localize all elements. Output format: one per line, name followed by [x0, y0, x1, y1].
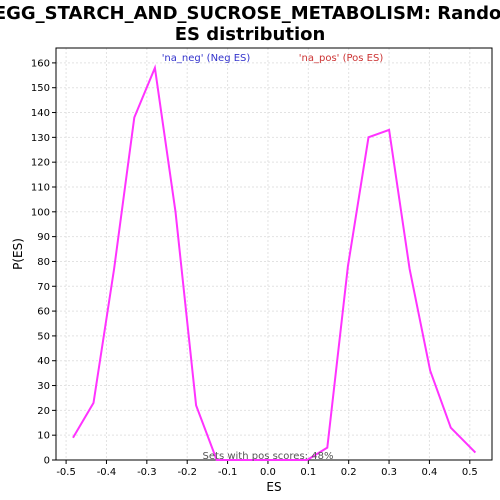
y-tick-label: 20: [37, 406, 50, 417]
y-tick-label: 120: [31, 158, 50, 169]
y-axis-label: P(ES): [11, 238, 25, 270]
y-tick-label: 10: [37, 431, 50, 442]
x-tick-label: -0.5: [56, 467, 76, 478]
y-tick-label: 30: [37, 381, 50, 392]
x-tick-label: -0.4: [97, 467, 117, 478]
legend-neg: 'na_neg' (Neg ES): [162, 53, 251, 64]
y-tick-label: 50: [37, 331, 50, 342]
y-tick-label: 100: [31, 207, 50, 218]
chart-title-line2: ES distribution: [175, 24, 326, 45]
y-tick-label: 0: [44, 456, 50, 467]
y-tick-label: 90: [37, 232, 50, 243]
chart-title-line1: KEGG_STARCH_AND_SUCROSE_METABOLISM: Rand…: [0, 3, 500, 24]
pos-scores-annotation: Sets with pos scores: 48%: [203, 451, 334, 462]
x-tick-label: 0.5: [462, 467, 478, 478]
y-tick-label: 70: [37, 282, 50, 293]
y-tick-label: 40: [37, 356, 50, 367]
y-tick-label: 160: [31, 58, 50, 69]
y-tick-label: 60: [37, 307, 50, 318]
y-axis: 0 10 20 30 40 50 60 70 80 90 100 110 120 130 140 150 160: [31, 58, 56, 467]
plot-area: [55, 47, 493, 461]
x-axis-label: ES: [266, 480, 281, 494]
y-tick-label: 140: [31, 108, 50, 119]
x-tick-label: 0.3: [381, 467, 397, 478]
y-tick-label: 150: [31, 83, 50, 94]
x-tick-label: 0.2: [341, 467, 357, 478]
x-axis: -0.5 -0.4 -0.3 -0.2 -0.1 0.0 0.1 0.2 0.3 0.4 0.5: [56, 460, 478, 478]
x-tick-label: 0.0: [260, 467, 276, 478]
y-tick-label: 80: [37, 257, 50, 268]
y-tick-label: 130: [31, 133, 50, 144]
x-tick-label: 0.1: [300, 467, 316, 478]
series-layer: [72, 64, 477, 461]
grid: [56, 48, 492, 461]
x-tick-label: -0.1: [218, 467, 238, 478]
legend-pos: 'na_pos' (Pos ES): [299, 53, 384, 64]
x-tick-label: 0.4: [421, 467, 437, 478]
x-tick-label: -0.2: [177, 467, 197, 478]
x-tick-label: -0.3: [137, 467, 157, 478]
es-distribution-line: [72, 64, 477, 461]
y-tick-label: 110: [31, 182, 50, 193]
